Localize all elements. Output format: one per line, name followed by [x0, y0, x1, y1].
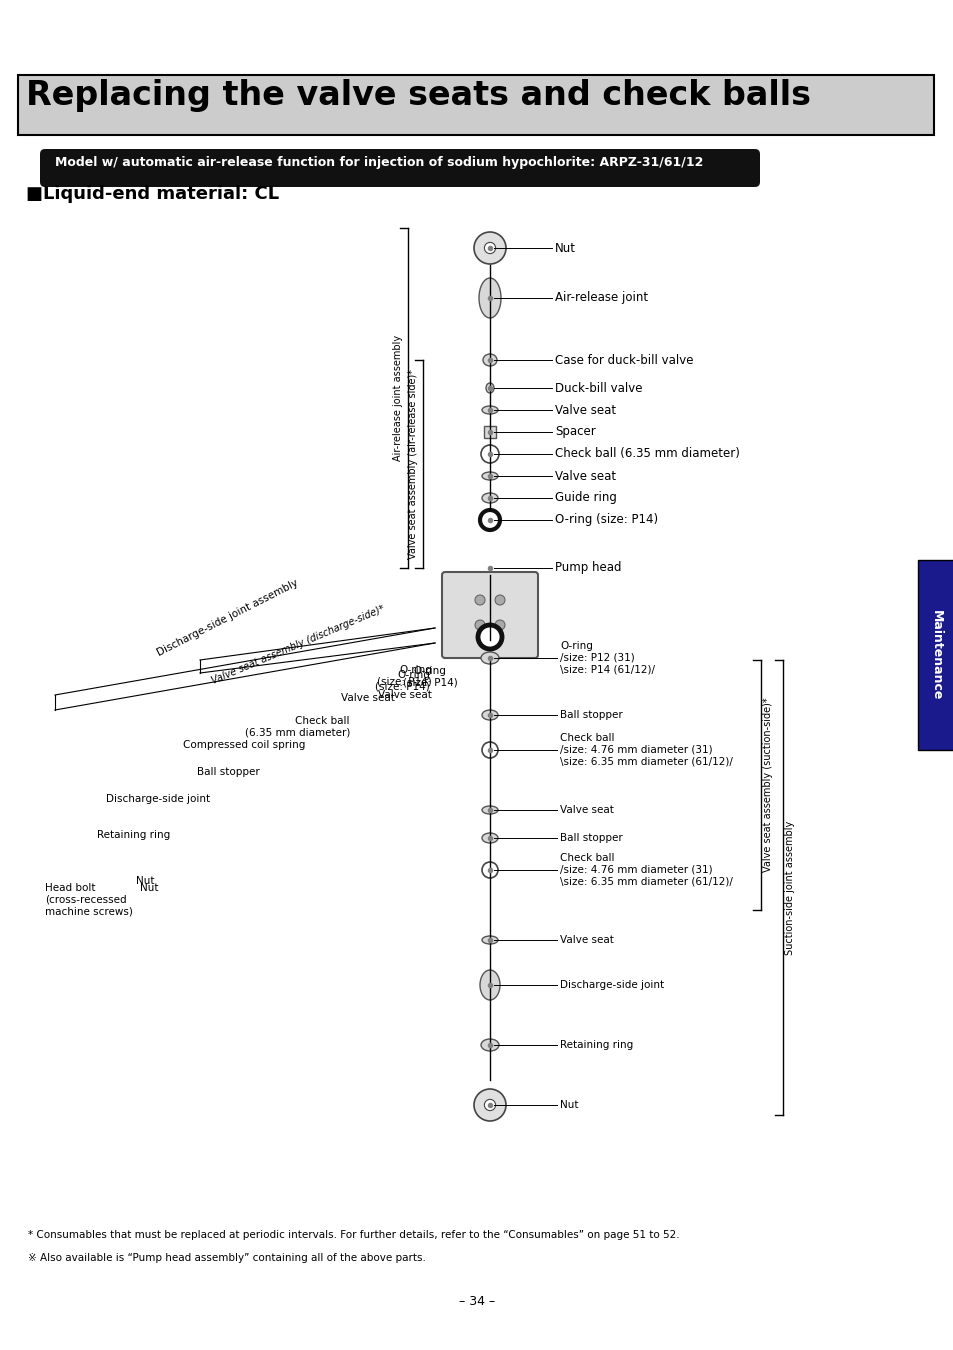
Text: Model w/ automatic air-release function for injection of sodium hypochlorite: AR: Model w/ automatic air-release function … — [55, 157, 702, 169]
Text: Nut: Nut — [555, 242, 576, 255]
Circle shape — [475, 595, 484, 605]
Ellipse shape — [481, 406, 497, 414]
Ellipse shape — [478, 278, 500, 319]
Text: Head bolt
(cross-recessed
machine screws): Head bolt (cross-recessed machine screws… — [45, 883, 132, 917]
Text: * Consumables that must be replaced at periodic intervals. For further details, : * Consumables that must be replaced at p… — [28, 1230, 679, 1241]
Text: Spacer: Spacer — [555, 425, 595, 439]
Circle shape — [484, 243, 495, 254]
FancyBboxPatch shape — [441, 572, 537, 657]
Text: O-ring
/size: P12 (31)
\size: P14 (61/12)/: O-ring /size: P12 (31) \size: P14 (61/12… — [559, 641, 655, 675]
Text: Nut: Nut — [140, 883, 158, 892]
Text: Air-release joint assembly: Air-release joint assembly — [393, 335, 402, 462]
Text: Check ball (6.35 mm diameter): Check ball (6.35 mm diameter) — [555, 447, 740, 460]
Ellipse shape — [480, 1040, 498, 1052]
Ellipse shape — [481, 936, 497, 944]
Text: Duck-bill valve: Duck-bill valve — [555, 382, 641, 394]
Circle shape — [495, 595, 504, 605]
Circle shape — [484, 1099, 495, 1111]
Text: Retaining ring: Retaining ring — [96, 830, 170, 840]
Ellipse shape — [481, 806, 497, 814]
Ellipse shape — [485, 383, 494, 393]
Bar — [917, 560, 953, 751]
Circle shape — [474, 1089, 505, 1120]
Ellipse shape — [481, 710, 497, 720]
Text: Air-release joint: Air-release joint — [555, 292, 647, 305]
Text: – 34 –: – 34 – — [458, 1295, 495, 1308]
Text: ※ Also available is “Pump head assembly” containing all of the above parts.: ※ Also available is “Pump head assembly”… — [28, 1253, 425, 1264]
Ellipse shape — [479, 971, 499, 1000]
Text: O-ring
(size: P14): O-ring (size: P14) — [376, 666, 432, 687]
FancyBboxPatch shape — [40, 148, 760, 188]
Text: Valve seat: Valve seat — [559, 805, 613, 815]
Circle shape — [480, 446, 498, 463]
Ellipse shape — [481, 472, 497, 481]
Circle shape — [481, 863, 497, 878]
Ellipse shape — [481, 833, 497, 842]
Text: Check ball
(6.35 mm diameter): Check ball (6.35 mm diameter) — [244, 716, 350, 737]
Text: Check ball
/size: 4.76 mm diameter (31)
\size: 6.35 mm diameter (61/12)/: Check ball /size: 4.76 mm diameter (31) … — [559, 853, 732, 887]
Circle shape — [475, 620, 484, 630]
Text: Retaining ring: Retaining ring — [559, 1040, 633, 1050]
Text: O-ring
(size: P14): O-ring (size: P14) — [402, 666, 456, 687]
Circle shape — [495, 620, 504, 630]
Circle shape — [474, 232, 505, 265]
Text: Valve seat: Valve seat — [377, 690, 432, 701]
Text: Replacing the valve seats and check balls: Replacing the valve seats and check ball… — [26, 80, 810, 112]
Text: Valve seat: Valve seat — [341, 693, 395, 703]
Text: Case for duck-bill valve: Case for duck-bill valve — [555, 354, 693, 366]
Circle shape — [477, 625, 501, 649]
Bar — [18, 76, 933, 135]
Text: Valve seat assembly (air-release side)*: Valve seat assembly (air-release side)* — [408, 369, 417, 559]
Text: ■Liquid-end material: CL: ■Liquid-end material: CL — [26, 185, 279, 202]
Text: Ball stopper: Ball stopper — [197, 767, 260, 778]
Text: Valve seat: Valve seat — [555, 470, 616, 482]
Text: Discharge-side joint: Discharge-side joint — [106, 794, 210, 805]
Text: Valve seat assembly (discharge-side)*: Valve seat assembly (discharge-side)* — [210, 603, 386, 686]
Text: Maintenance: Maintenance — [928, 610, 942, 701]
Text: Pump head: Pump head — [555, 562, 620, 575]
Text: Ball stopper: Ball stopper — [559, 833, 622, 842]
Text: O-ring (size: P14): O-ring (size: P14) — [555, 513, 658, 526]
Text: Valve seat: Valve seat — [555, 404, 616, 417]
Text: Valve seat: Valve seat — [559, 936, 613, 945]
Ellipse shape — [480, 652, 498, 664]
Text: Ball stopper: Ball stopper — [559, 710, 622, 720]
Text: O-ring
(size: P14): O-ring (size: P14) — [375, 670, 430, 691]
Text: Discharge-side joint: Discharge-side joint — [559, 980, 663, 990]
Circle shape — [481, 743, 497, 757]
Text: Compressed coil spring: Compressed coil spring — [182, 740, 305, 751]
Text: Valve seat assembly (suction-side)*: Valve seat assembly (suction-side)* — [762, 698, 772, 872]
Text: Guide ring: Guide ring — [555, 491, 617, 505]
Ellipse shape — [482, 354, 497, 366]
Text: Discharge-side joint assembly: Discharge-side joint assembly — [154, 578, 299, 657]
Ellipse shape — [481, 493, 497, 504]
Text: Nut: Nut — [559, 1100, 578, 1110]
Text: Suction-side joint assembly: Suction-side joint assembly — [784, 821, 794, 954]
Circle shape — [479, 510, 499, 531]
Bar — [483, 427, 496, 437]
Text: Check ball
/size: 4.76 mm diameter (31)
\size: 6.35 mm diameter (61/12)/: Check ball /size: 4.76 mm diameter (31) … — [559, 733, 732, 767]
Text: Nut: Nut — [136, 876, 154, 886]
